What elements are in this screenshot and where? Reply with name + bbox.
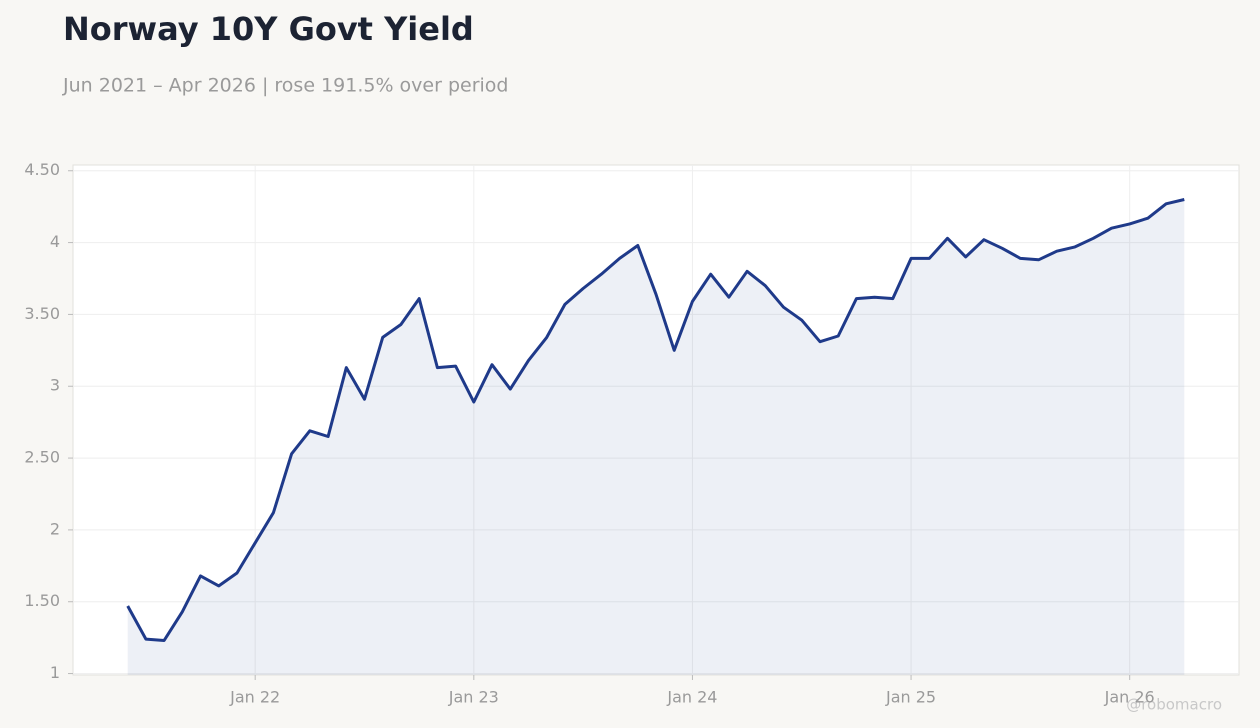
- watermark: @robomacro: [1126, 696, 1222, 714]
- y-tick-label: 3.50: [24, 304, 60, 323]
- y-tick-label: 2.50: [24, 448, 60, 467]
- y-tick-label: 4.50: [24, 160, 60, 179]
- x-tick-label: Jan 23: [448, 688, 499, 707]
- y-tick-label: 2: [50, 519, 60, 538]
- chart-title: Norway 10Y Govt Yield: [63, 10, 474, 48]
- x-tick-label: Jan 24: [666, 688, 717, 707]
- area: [127, 199, 1185, 675]
- x-tick-label: Jan 25: [885, 688, 936, 707]
- y-tick-label: 1.50: [24, 591, 60, 610]
- plot-area: [72, 164, 1240, 676]
- y-tick-label: 1: [50, 663, 60, 682]
- y-tick-label: 4: [50, 232, 60, 251]
- line: [126, 198, 1185, 642]
- y-tick-label: 3: [50, 376, 60, 395]
- x-tick-label: Jan 26: [1104, 688, 1155, 707]
- chart-subtitle: Jun 2021 – Apr 2026 | rose 191.5% over p…: [62, 75, 508, 97]
- x-tick-label: Jan 22: [229, 688, 280, 707]
